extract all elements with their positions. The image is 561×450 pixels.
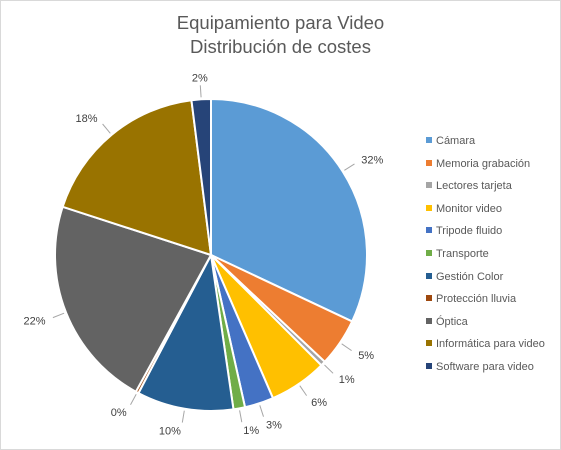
- legend-swatch: [426, 340, 432, 347]
- data-label-monitor-video: 6%: [311, 397, 327, 409]
- pie-slice-informatica-para-video: [61, 99, 213, 257]
- legend-swatch: [426, 227, 432, 234]
- chart-title-block: Equipamiento para Video Distribución de …: [1, 11, 560, 59]
- pie-slice-optica: [54, 205, 213, 394]
- legend-item-optica: Óptica: [426, 312, 560, 335]
- legend-item-memoria-grabacion: Memoria grabación: [426, 154, 560, 177]
- legend-label: Informática para video: [436, 338, 545, 351]
- leader-line-monitor-video: [299, 385, 308, 396]
- legend-label: Óptica: [436, 315, 468, 328]
- data-label-proteccion-lluvia: 0%: [111, 407, 127, 419]
- data-label-tripode-fluido: 3%: [266, 419, 282, 431]
- legend-label: Tripode fluido: [436, 225, 503, 238]
- legend-item-gestion-color: Gestión Color: [426, 267, 560, 290]
- legend-item-monitor-video: Monitor video: [426, 199, 560, 222]
- chart-subtitle: Distribución de costes: [190, 36, 371, 57]
- data-label-transporte: 1%: [243, 425, 259, 437]
- legend-item-software-para-video: Software para video: [426, 357, 560, 380]
- legend-item-transporte: Transporte: [426, 244, 560, 267]
- data-label-informatica-para-video: 18%: [75, 113, 97, 125]
- legend-item-lectores-tarjeta: Lectores tarjeta: [426, 176, 560, 199]
- legend-label: Protección lluvia: [436, 293, 517, 306]
- data-label-optica: 22%: [23, 316, 45, 328]
- legend-item-tripode-fluido: Tripode fluido: [426, 221, 560, 244]
- data-label-lectores-tarjeta: 1%: [339, 374, 355, 386]
- leader-line-proteccion-lluvia: [130, 393, 137, 405]
- leader-line-memoria-grabacion: [341, 343, 352, 352]
- legend-swatch: [426, 272, 432, 279]
- data-label-gestion-color: 10%: [159, 425, 181, 437]
- legend: Cámara Memoria grabación Lectores tarjeta M…: [426, 131, 560, 380]
- data-label-camara: 32%: [361, 155, 383, 167]
- data-label-memoria-grabacion: 5%: [358, 350, 374, 362]
- legend-label: Monitor video: [436, 202, 503, 215]
- legend-label: Transporte: [436, 247, 489, 260]
- leader-line-transporte: [239, 410, 243, 423]
- legend-item-camara: Cámara: [426, 131, 560, 154]
- legend-item-informatica-para-video: Informática para video: [426, 334, 560, 357]
- pie-slice-camara: [210, 97, 368, 323]
- leader-line-tripode-fluido: [259, 405, 264, 417]
- legend-swatch: [426, 159, 432, 166]
- legend-label: Gestión Color: [436, 270, 504, 283]
- legend-label: Lectores tarjeta: [436, 180, 512, 193]
- leader-line-lectores-tarjeta: [324, 364, 334, 374]
- leader-line-informatica-para-video: [102, 123, 111, 134]
- pie-slice-software-para-video: [190, 97, 212, 256]
- legend-swatch: [426, 204, 432, 211]
- legend-swatch: [426, 249, 432, 256]
- legend-label: Cámara: [436, 135, 476, 147]
- leader-line-camara: [344, 163, 355, 171]
- legend-label: Software para video: [436, 360, 534, 373]
- leader-line-gestion-color: [181, 410, 185, 423]
- data-label-software-para-video: 2%: [192, 72, 208, 84]
- leader-line-software-para-video: [199, 85, 202, 98]
- pie-slice-gestion-color: [137, 251, 235, 412]
- chart-title: Equipamiento para Video: [176, 12, 385, 33]
- legend-item-proteccion-lluvia: Protección lluvia: [426, 289, 560, 312]
- legend-swatch: [426, 182, 432, 189]
- legend-swatch: [426, 362, 432, 369]
- leader-line-optica: [52, 312, 65, 319]
- legend-label: Memoria grabación: [436, 157, 531, 170]
- legend-swatch: [426, 295, 432, 302]
- legend-swatch: [426, 137, 432, 143]
- legend-swatch: [426, 317, 432, 324]
